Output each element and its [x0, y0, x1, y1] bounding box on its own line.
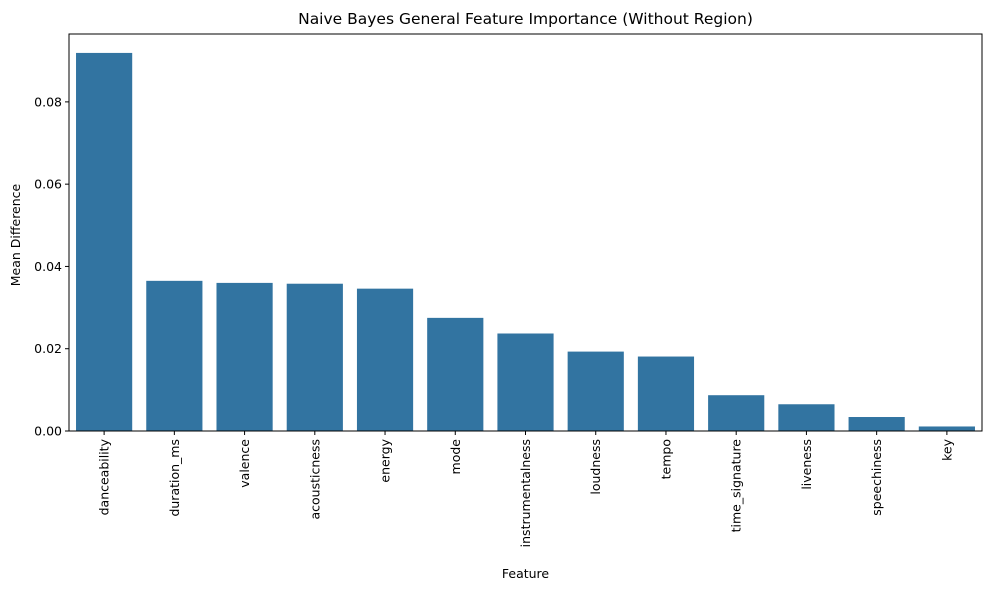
- plot-frame: [68, 33, 983, 432]
- y-tick-label: 0.02: [34, 341, 62, 356]
- bar-speechiness: [848, 417, 905, 431]
- y-axis: 0.00 0.02 0.04 0.06 0.08: [34, 94, 69, 439]
- bar-danceability: [76, 52, 133, 432]
- x-tick-label: tempo: [658, 439, 673, 479]
- y-tick-label: 0.08: [34, 94, 62, 109]
- chart-title: Naive Bayes General Feature Importance (…: [298, 10, 753, 28]
- bar-valence: [216, 282, 273, 431]
- x-axis: danceability duration_ms valence acousticne…: [97, 431, 954, 547]
- x-tick-label: mode: [448, 439, 463, 475]
- x-tick-label: key: [939, 438, 954, 460]
- bars-group: [76, 52, 975, 432]
- bar-tempo: [637, 356, 695, 431]
- x-tick-label: duration_ms: [167, 439, 182, 517]
- x-tick-label: liveness: [799, 439, 814, 490]
- y-tick-label: 0.00: [34, 424, 62, 439]
- bar-duration-ms: [146, 280, 203, 431]
- x-tick-label: speechiness: [869, 439, 884, 516]
- bar-key: [918, 426, 975, 431]
- bar-acousticness: [286, 283, 343, 431]
- bar-loudness: [567, 351, 624, 431]
- x-tick-label: energy: [378, 438, 393, 482]
- x-tick-label: time_signature: [729, 439, 744, 533]
- x-tick-label: valence: [237, 439, 252, 488]
- bar-energy: [356, 288, 414, 431]
- bar-time-signature: [708, 395, 765, 431]
- x-tick-label: danceability: [97, 438, 112, 515]
- x-axis-label: Feature: [502, 566, 550, 581]
- bar-instrumentalness: [497, 333, 554, 431]
- x-tick-label: instrumentalness: [518, 439, 533, 547]
- y-tick-label: 0.06: [34, 177, 62, 192]
- x-tick-label: acousticness: [307, 439, 322, 520]
- bar-mode: [427, 317, 484, 431]
- x-tick-label: loudness: [588, 439, 603, 495]
- bar-liveness: [778, 404, 835, 431]
- y-axis-label: Mean Difference: [8, 183, 23, 286]
- y-tick-label: 0.04: [34, 259, 62, 274]
